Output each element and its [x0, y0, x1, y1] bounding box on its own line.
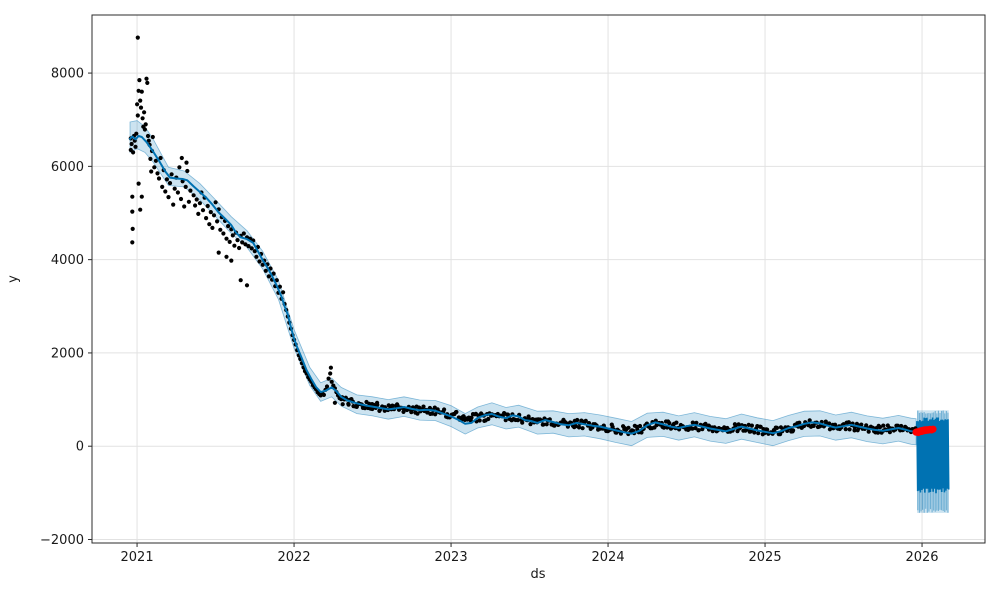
gridlines	[92, 15, 985, 543]
holdout-points-layer	[912, 425, 937, 437]
x-tick-label: 2025	[749, 550, 782, 565]
x-tick-label: 2023	[435, 550, 468, 565]
x-axis-label: ds	[530, 567, 545, 582]
y-tick-label: 0	[76, 440, 84, 455]
x-tick-label: 2026	[905, 550, 938, 565]
y-tick-label: 4000	[51, 253, 84, 268]
trend-line	[129, 135, 918, 435]
y-axis-label: y	[6, 275, 21, 283]
uncertainty-band	[129, 120, 917, 447]
y-tick-label: −2000	[40, 533, 84, 548]
x-tick-label: 2024	[592, 550, 625, 565]
y-tick-label: 2000	[51, 346, 84, 361]
x-tick-label: 2022	[278, 550, 311, 565]
tick-labels: 2021 2022 2023 2024 2025 2026 −2000 0 2000 4000 60…	[40, 67, 939, 565]
y-tick-label: 8000	[51, 67, 84, 82]
observations-layer	[128, 35, 918, 437]
x-tick-label: 2021	[121, 550, 154, 565]
y-tick-label: 6000	[51, 160, 84, 175]
axes-spines-ticks	[88, 14, 986, 547]
